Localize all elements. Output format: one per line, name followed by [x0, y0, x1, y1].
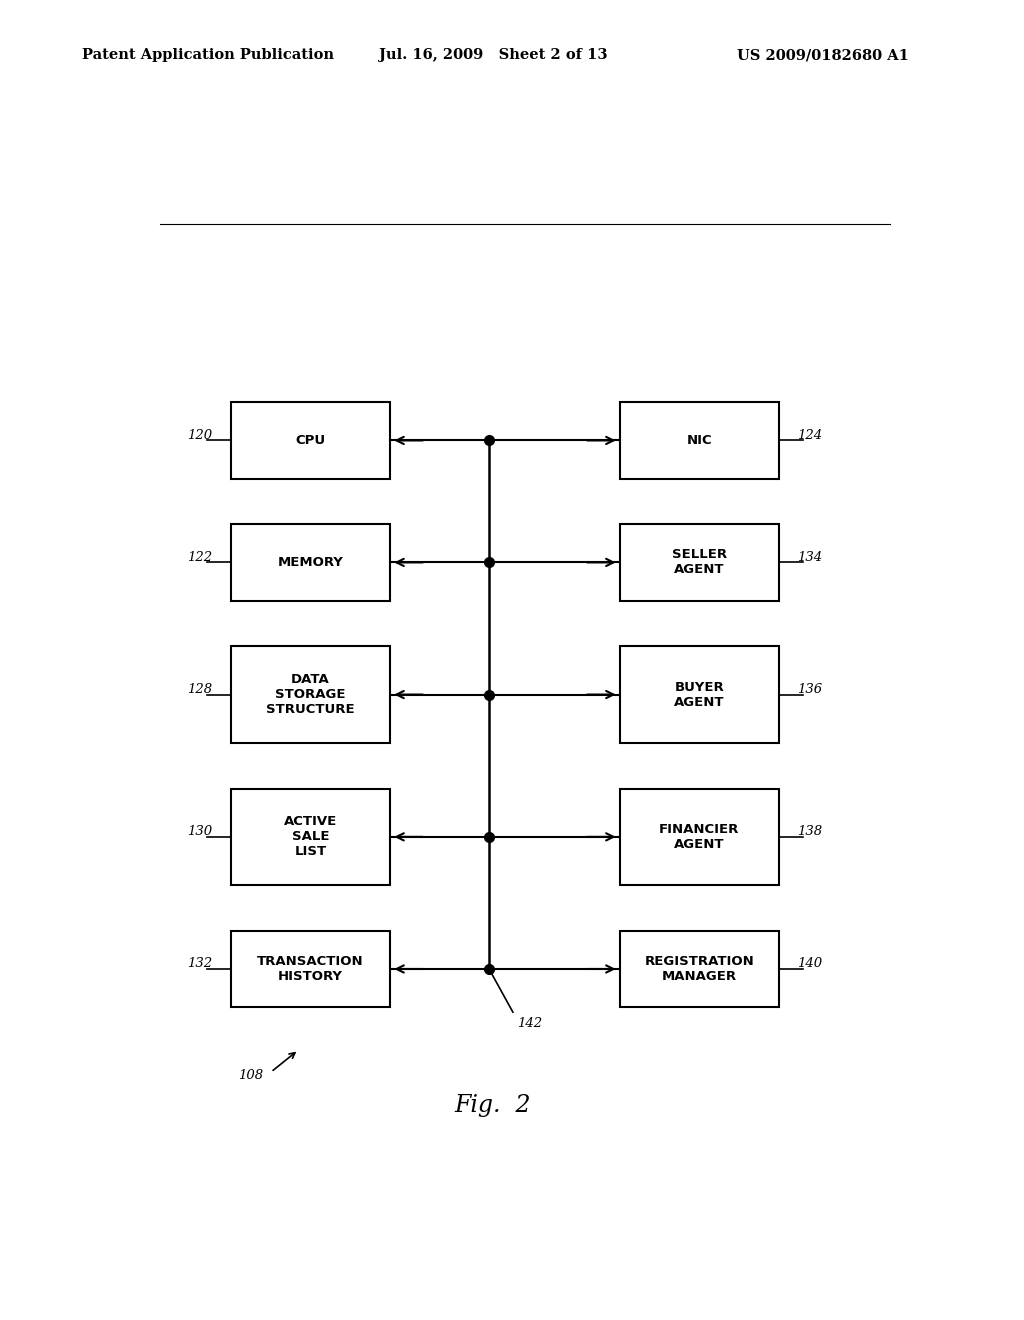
Text: ACTIVE
SALE
LIST: ACTIVE SALE LIST: [284, 816, 337, 858]
Text: DATA
STORAGE
STRUCTURE: DATA STORAGE STRUCTURE: [266, 673, 355, 715]
Text: 138: 138: [798, 825, 822, 838]
FancyBboxPatch shape: [231, 931, 390, 1007]
FancyBboxPatch shape: [231, 524, 390, 601]
FancyBboxPatch shape: [620, 524, 779, 601]
Text: SELLER
AGENT: SELLER AGENT: [672, 548, 727, 577]
FancyBboxPatch shape: [620, 647, 779, 743]
Text: 142: 142: [517, 1018, 542, 1030]
Text: REGISTRATION
MANAGER: REGISTRATION MANAGER: [644, 954, 755, 983]
Text: 136: 136: [798, 682, 822, 696]
Text: MEMORY: MEMORY: [278, 556, 343, 569]
Text: CPU: CPU: [296, 434, 326, 447]
Text: FINANCIER
AGENT: FINANCIER AGENT: [659, 822, 739, 851]
Text: 128: 128: [187, 682, 213, 696]
Text: 132: 132: [187, 957, 213, 970]
Text: 122: 122: [187, 550, 213, 564]
Text: US 2009/0182680 A1: US 2009/0182680 A1: [737, 49, 909, 62]
Text: 108: 108: [238, 1069, 263, 1081]
Text: Patent Application Publication: Patent Application Publication: [82, 49, 334, 62]
Text: 120: 120: [187, 429, 213, 442]
FancyBboxPatch shape: [620, 931, 779, 1007]
Text: 124: 124: [798, 429, 822, 442]
FancyBboxPatch shape: [231, 647, 390, 743]
Text: NIC: NIC: [686, 434, 713, 447]
Text: TRANSACTION
HISTORY: TRANSACTION HISTORY: [257, 954, 364, 983]
FancyBboxPatch shape: [620, 788, 779, 886]
Text: Jul. 16, 2009   Sheet 2 of 13: Jul. 16, 2009 Sheet 2 of 13: [379, 49, 607, 62]
Text: 134: 134: [798, 550, 822, 564]
Text: BUYER
AGENT: BUYER AGENT: [674, 681, 725, 709]
FancyBboxPatch shape: [231, 788, 390, 886]
Text: Fig.  2: Fig. 2: [455, 1094, 531, 1117]
FancyBboxPatch shape: [231, 403, 390, 479]
Text: 130: 130: [187, 825, 213, 838]
FancyBboxPatch shape: [620, 403, 779, 479]
Text: 140: 140: [798, 957, 822, 970]
